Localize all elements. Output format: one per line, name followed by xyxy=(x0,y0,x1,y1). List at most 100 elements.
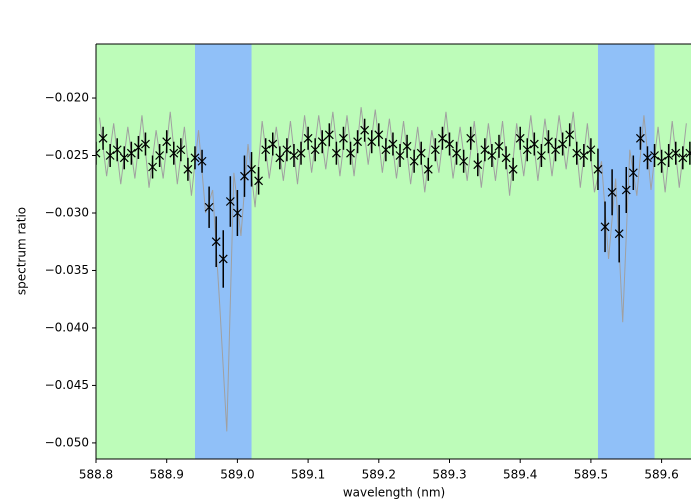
data-point xyxy=(133,143,143,152)
x-tick-label: 589.5 xyxy=(574,468,608,482)
data-point xyxy=(565,130,575,140)
data-point xyxy=(339,133,348,143)
data-point xyxy=(536,151,546,160)
data-point xyxy=(148,162,157,172)
data-point xyxy=(600,222,610,232)
data-point xyxy=(671,148,681,158)
data-point xyxy=(445,139,454,149)
data-point xyxy=(388,139,398,149)
data-point xyxy=(643,153,652,163)
data-point xyxy=(346,148,355,158)
y-axis-label: spectrum ratio xyxy=(15,207,29,295)
data-point xyxy=(112,145,122,155)
data-point xyxy=(141,139,150,149)
data-point xyxy=(381,145,391,155)
data-point xyxy=(353,137,363,147)
data-point xyxy=(685,148,691,158)
y-tick-label: −0.050 xyxy=(45,435,89,449)
data-point xyxy=(296,148,306,158)
y-tick-label: −0.030 xyxy=(45,205,89,219)
y-tick-label: −0.020 xyxy=(45,91,89,105)
x-tick-label: 589.0 xyxy=(220,468,254,482)
data-point xyxy=(438,133,447,143)
data-point xyxy=(169,148,179,158)
x-tick-label: 588.8 xyxy=(79,468,113,482)
x-tick-label: 589.4 xyxy=(503,468,537,482)
data-point xyxy=(657,156,667,166)
data-point xyxy=(607,187,617,197)
x-axis-label: wavelength (nm) xyxy=(343,486,445,499)
data-point xyxy=(501,153,511,163)
data-point xyxy=(190,153,200,163)
data-point xyxy=(261,145,271,155)
data-point xyxy=(593,164,603,174)
data-point xyxy=(162,137,172,147)
data-point xyxy=(282,145,292,155)
data-point xyxy=(621,185,631,195)
data-point xyxy=(409,156,419,166)
data-point xyxy=(367,137,377,147)
data-point xyxy=(572,148,582,158)
data-point xyxy=(423,164,433,174)
data-point xyxy=(678,153,688,163)
shaded-band xyxy=(597,44,655,459)
data-point xyxy=(430,145,440,155)
data-point xyxy=(515,133,525,143)
data-point xyxy=(225,197,235,206)
data-point xyxy=(126,148,136,158)
data-point xyxy=(98,133,108,143)
data-point xyxy=(155,151,165,160)
data-point xyxy=(508,164,518,174)
data-point xyxy=(551,145,560,155)
x-tick-label: 589.6 xyxy=(644,468,678,482)
data-point xyxy=(586,145,596,155)
y-tick-label: −0.035 xyxy=(45,263,89,277)
data-point xyxy=(176,145,186,155)
y-tick-label: −0.040 xyxy=(45,320,89,334)
data-point xyxy=(452,148,461,158)
data-point xyxy=(204,202,214,212)
data-point xyxy=(416,148,426,158)
data-point xyxy=(374,130,384,140)
data-point xyxy=(402,141,412,151)
data-point xyxy=(487,151,497,160)
data-point xyxy=(650,151,659,160)
data-point xyxy=(119,153,129,163)
data-point xyxy=(529,139,539,149)
data-point xyxy=(480,145,490,155)
data-point xyxy=(544,137,553,147)
data-point xyxy=(324,130,334,140)
data-point xyxy=(614,229,624,239)
data-point xyxy=(317,137,327,147)
data-point xyxy=(331,148,341,158)
data-point xyxy=(303,133,313,143)
data-point xyxy=(360,125,370,135)
data-point xyxy=(628,168,638,178)
data-point xyxy=(635,133,645,143)
data-point xyxy=(96,148,101,158)
plot-area xyxy=(96,44,691,459)
data-point xyxy=(466,133,476,143)
data-point xyxy=(522,145,532,155)
data-point xyxy=(247,164,256,174)
data-point xyxy=(211,237,221,247)
x-tick-label: 588.9 xyxy=(150,468,184,482)
data-point xyxy=(494,141,504,151)
data-point xyxy=(232,208,242,218)
data-point xyxy=(473,160,483,170)
data-point xyxy=(218,254,228,264)
data-point xyxy=(197,156,207,166)
data-point xyxy=(579,151,589,160)
data-point xyxy=(254,176,264,186)
data-point xyxy=(183,164,193,174)
x-tick-label: 589.2 xyxy=(362,468,396,482)
data-point xyxy=(395,151,405,160)
data-point xyxy=(268,139,278,149)
y-tick-label: −0.045 xyxy=(45,378,89,392)
data-point xyxy=(240,171,249,181)
data-point xyxy=(558,139,568,149)
data-point xyxy=(459,156,469,166)
data-point xyxy=(275,153,285,163)
data-point xyxy=(664,151,674,160)
data-point xyxy=(289,151,299,160)
